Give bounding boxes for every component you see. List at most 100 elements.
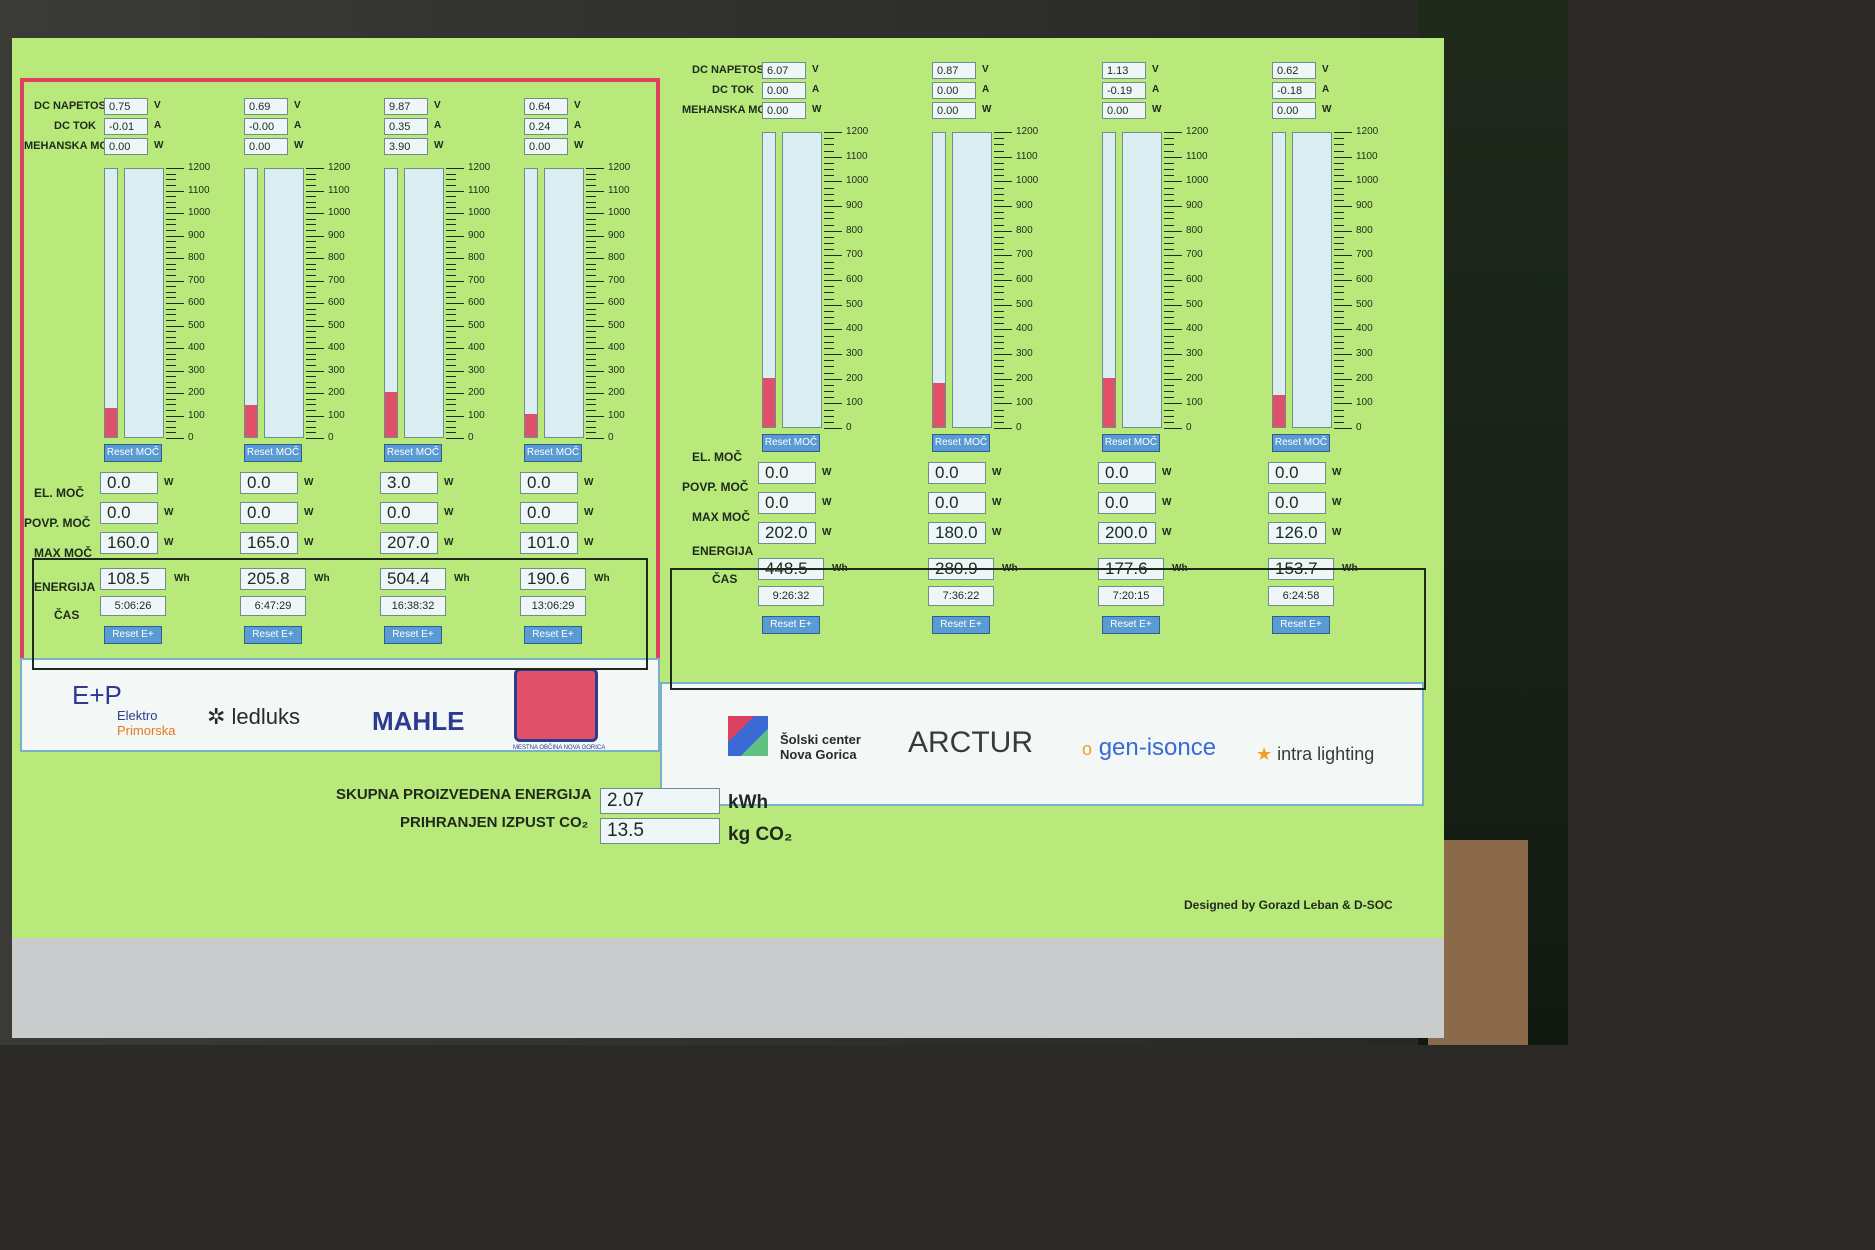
energija-value: 205.8	[240, 568, 306, 590]
scale-tick	[586, 409, 596, 411]
scale-tick	[994, 341, 1004, 343]
scale-tick	[446, 235, 464, 237]
scale-tick	[1164, 347, 1174, 349]
reset-moc-button[interactable]: Reset MOČ	[932, 434, 990, 452]
scale-tick	[306, 190, 324, 192]
unit-w-label: W	[982, 104, 992, 115]
scale-tick	[166, 224, 176, 226]
reset-e-button[interactable]: Reset E+	[384, 626, 442, 644]
reset-e-button[interactable]: Reset E+	[762, 616, 820, 634]
el-moc-value: 0.0	[1098, 462, 1156, 484]
scale-tick-label: 1000	[468, 207, 491, 218]
mech-power-field: 0.00	[524, 138, 568, 155]
max-moc-value: 200.0	[1098, 522, 1156, 544]
reset-e-button[interactable]: Reset E+	[524, 626, 582, 644]
scale-tick	[306, 325, 324, 327]
scale-tick-label: 800	[1186, 224, 1203, 236]
scale-tick	[446, 421, 456, 423]
scale-tick-label: 200	[468, 387, 485, 398]
mech-power-field: 0.00	[1102, 102, 1146, 119]
reset-moc-button[interactable]: Reset MOČ	[244, 444, 302, 462]
scale-tick	[824, 341, 834, 343]
scale-tick	[1164, 230, 1182, 232]
scale-tick-label: 300	[1356, 348, 1373, 359]
power-gauge-bar	[782, 132, 822, 428]
scale-tick	[1164, 144, 1174, 146]
scale-tick	[306, 387, 316, 389]
scale-tick-label: 1200	[1356, 126, 1379, 137]
reset-moc-button[interactable]: Reset MOČ	[1102, 434, 1160, 452]
power-scale: 0 100 200 300 400 500 600 700 800 900 1000 1100 1200	[1334, 126, 1394, 433]
scale-tick	[1164, 267, 1174, 269]
reset-e-button[interactable]: Reset E+	[932, 616, 990, 634]
scale-tick-label: 1000	[608, 207, 631, 218]
cas-value: 9:26:32	[758, 586, 824, 606]
unit-a-label: A	[434, 120, 442, 131]
scale-tick	[994, 292, 1004, 294]
scale-tick	[994, 421, 1004, 423]
scale-tick	[586, 235, 604, 237]
scale-tick-label: 600	[468, 297, 485, 308]
reset-e-button[interactable]: Reset E+	[244, 626, 302, 644]
scale-tick-label: 300	[188, 364, 205, 376]
unit-w-label: W	[584, 537, 594, 548]
unit-w-label: W	[812, 104, 822, 115]
mahle-logo: MAHLE	[372, 706, 465, 736]
scale-tick-label: 100	[1356, 397, 1373, 409]
total-energy-unit: kWh	[728, 792, 769, 813]
reset-moc-button[interactable]: Reset MOČ	[762, 434, 820, 452]
scale-tick	[166, 364, 176, 366]
reset-moc-button[interactable]: Reset MOČ	[104, 444, 162, 462]
scale-tick	[1164, 138, 1174, 140]
scale-tick-label: 800	[846, 224, 863, 236]
scale-tick-label: 900	[468, 229, 485, 241]
reset-e-button[interactable]: Reset E+	[1102, 616, 1160, 634]
scale-tick	[306, 342, 316, 344]
reset-e-button[interactable]: Reset E+	[1272, 616, 1330, 634]
scale-tick	[994, 329, 1012, 331]
scale-tick	[824, 212, 834, 214]
reset-moc-button[interactable]: Reset MOČ	[1272, 434, 1330, 452]
unit-w-label: W	[1162, 467, 1172, 478]
scale-tick	[306, 409, 316, 411]
scale-tick	[1334, 132, 1352, 133]
scale-tick	[306, 258, 324, 259]
scale-tick-label: 200	[608, 387, 625, 398]
scale-tick	[446, 415, 464, 417]
scale-tick	[824, 193, 834, 195]
reset-moc-button[interactable]: Reset MOČ	[524, 444, 582, 462]
scale-tick	[586, 404, 596, 406]
scale-tick	[446, 297, 456, 299]
scale-tick	[1164, 329, 1182, 331]
reset-e-button[interactable]: Reset E+	[104, 626, 162, 644]
scale-tick-label: 0	[468, 432, 474, 443]
scale-tick	[1334, 218, 1344, 220]
scale-tick	[446, 426, 456, 428]
scale-tick	[824, 403, 842, 405]
power-level-bar	[762, 132, 776, 428]
scale-tick	[1164, 428, 1182, 429]
scale-tick	[994, 218, 1004, 220]
scale-tick-label: 600	[1186, 274, 1203, 285]
el-moc-value: 0.0	[100, 472, 158, 494]
scale-tick	[824, 286, 834, 288]
scale-tick	[306, 224, 316, 226]
scale-tick	[586, 184, 596, 186]
co2-unit: kg CO₂	[728, 824, 793, 845]
scale-tick	[166, 303, 184, 304]
scale-tick	[446, 291, 456, 293]
unit-a-label: A	[294, 120, 302, 131]
scale-tick	[1334, 138, 1344, 140]
scale-tick	[1334, 415, 1344, 417]
scale-tick	[824, 206, 842, 207]
scale-tick	[1164, 243, 1174, 244]
scale-tick-label: 1000	[1186, 175, 1209, 187]
mech-power-field: 0.00	[1272, 102, 1316, 119]
scale-tick	[1334, 169, 1344, 170]
scale-tick	[586, 319, 596, 321]
scale-tick-label: 900	[846, 200, 863, 211]
unit-w-label: W	[164, 477, 174, 488]
scale-tick	[446, 207, 456, 209]
scale-tick	[586, 398, 596, 400]
reset-moc-button[interactable]: Reset MOČ	[384, 444, 442, 462]
